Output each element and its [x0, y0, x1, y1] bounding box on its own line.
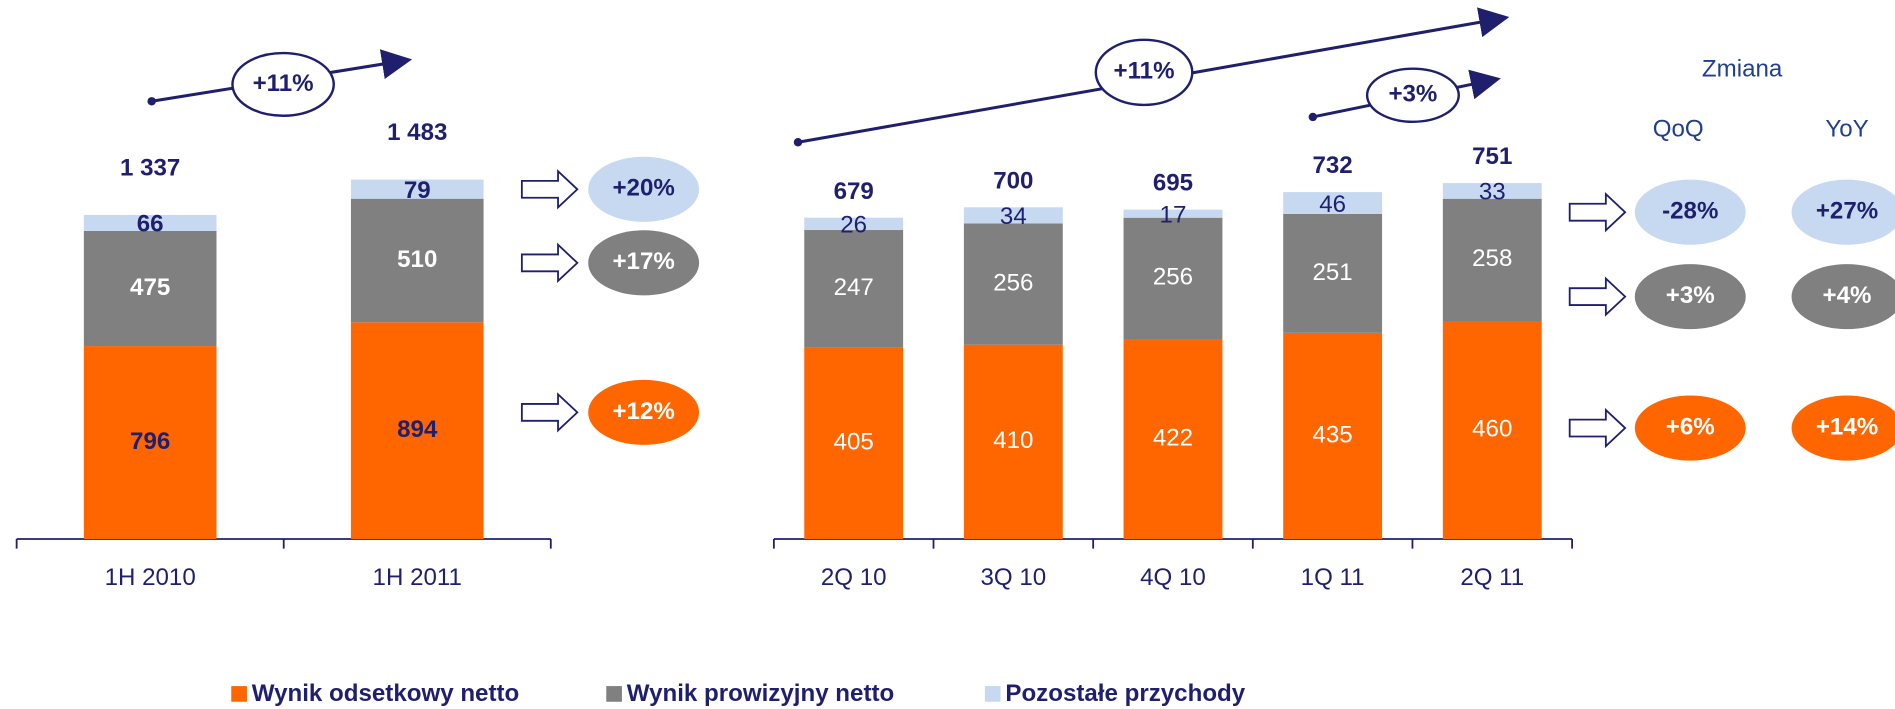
data-label: 17 — [1160, 201, 1187, 228]
change-bubble — [1634, 264, 1746, 330]
change-label: +14% — [1816, 413, 1878, 440]
hollow-arrow — [1568, 192, 1627, 233]
change-bubble — [588, 379, 700, 445]
bar-segment — [963, 344, 1063, 539]
bar-segment — [1123, 339, 1223, 539]
data-label: 251 — [1313, 259, 1353, 286]
data-label: 33 — [1479, 179, 1506, 206]
bar-segment — [1283, 192, 1383, 214]
legend-label: Wynik prowizyjny netto — [627, 680, 894, 707]
growth-bubble — [1365, 67, 1460, 123]
total-label: 700 — [993, 167, 1033, 194]
data-label: 256 — [993, 269, 1033, 296]
column-header: QoQ — [1653, 116, 1704, 143]
bar-segment — [804, 230, 904, 348]
change-label: +6% — [1666, 413, 1715, 440]
bar-segment — [1123, 209, 1223, 218]
data-label: 460 — [1472, 415, 1512, 442]
bar-segment — [1123, 217, 1223, 340]
change-bubble — [1634, 179, 1746, 245]
data-label: 247 — [834, 274, 874, 301]
total-label: 695 — [1153, 170, 1193, 197]
data-label: 34 — [1000, 203, 1027, 230]
change-label: +3% — [1666, 282, 1715, 309]
growth-label: +11% — [1114, 58, 1175, 85]
data-label: 796 — [130, 428, 170, 455]
bar-segment — [1283, 213, 1383, 333]
data-label: 79 — [404, 177, 431, 204]
hollow-arrow — [520, 242, 579, 284]
change-label: +4% — [1823, 282, 1872, 309]
legend-swatch — [606, 686, 622, 702]
data-label: 894 — [397, 416, 438, 443]
data-label: 405 — [834, 428, 874, 455]
bar-segment — [83, 214, 217, 231]
change-label: -28% — [1662, 198, 1718, 225]
bar-segment — [1442, 183, 1542, 199]
bar-segment — [804, 217, 904, 231]
data-label: 258 — [1472, 245, 1512, 272]
data-label: 410 — [993, 427, 1033, 454]
change-header: Zmiana — [1702, 55, 1783, 82]
x-tick-label: 3Q 10 — [980, 564, 1046, 591]
bar-segment — [350, 179, 484, 199]
total-label: 1 337 — [120, 155, 180, 182]
change-bubble — [1791, 179, 1895, 245]
data-label: 510 — [397, 246, 437, 273]
data-label: 435 — [1313, 421, 1353, 448]
total-label: 732 — [1313, 152, 1353, 179]
bar-segment — [350, 322, 484, 539]
hollow-arrow — [1568, 407, 1627, 449]
x-tick-label: 2Q 11 — [1460, 564, 1524, 591]
hollow-arrow — [520, 392, 579, 433]
legend-swatch — [231, 686, 247, 702]
bar-segment — [963, 223, 1063, 345]
change-bubble — [588, 156, 700, 222]
bar-segment — [1442, 198, 1542, 322]
change-bubble — [588, 230, 700, 296]
data-label: 46 — [1319, 191, 1346, 218]
hollow-arrow — [520, 169, 579, 210]
x-tick-label: 1H 2011 — [373, 564, 462, 591]
bar-segment — [83, 230, 217, 347]
total-label: 679 — [834, 178, 874, 205]
bar-segment — [1442, 321, 1542, 539]
change-bubble — [1634, 395, 1746, 461]
data-label: 256 — [1153, 264, 1193, 291]
hollow-arrow — [1568, 276, 1627, 317]
column-header: YoY — [1825, 116, 1868, 143]
change-label: +27% — [1816, 198, 1878, 225]
legend-label: Wynik odsetkowy netto — [252, 680, 519, 707]
data-label: 422 — [1153, 424, 1193, 451]
bar-segment — [350, 198, 484, 323]
bar-segment — [83, 346, 217, 539]
growth-bubble — [1094, 38, 1194, 107]
change-label: +12% — [612, 398, 674, 425]
x-tick-label: 4Q 10 — [1140, 564, 1206, 591]
growth-bubble — [231, 51, 335, 117]
change-label: +17% — [612, 248, 674, 275]
legend-label: Pozostałe przychody — [1005, 680, 1245, 707]
bar-segment — [963, 207, 1063, 224]
x-tick-label: 2Q 10 — [821, 564, 887, 591]
data-label: 475 — [130, 274, 170, 301]
legend-swatch — [984, 686, 1001, 702]
growth-label: +3% — [1388, 81, 1437, 108]
data-label: 26 — [840, 212, 867, 239]
growth-label: +11% — [253, 70, 314, 97]
total-label: 1 483 — [387, 119, 447, 146]
bar-segment — [1283, 332, 1383, 539]
x-tick-label: 1Q 11 — [1301, 564, 1365, 591]
total-label: 751 — [1472, 143, 1512, 170]
bar-segment — [804, 347, 904, 539]
change-label: +20% — [612, 175, 674, 202]
data-label: 66 — [137, 211, 164, 238]
x-tick-label: 1H 2010 — [105, 564, 196, 591]
change-bubble — [1791, 264, 1895, 330]
change-bubble — [1791, 395, 1895, 461]
